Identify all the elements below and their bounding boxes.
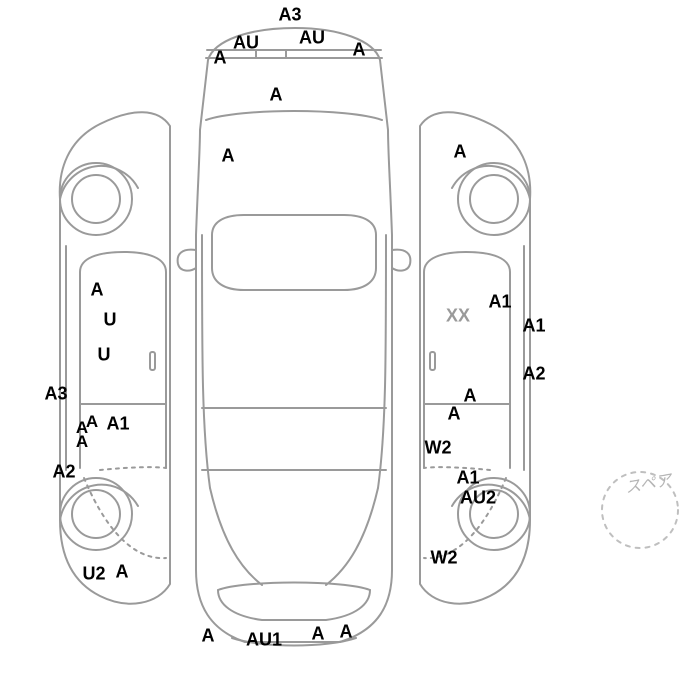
damage-code: A — [464, 386, 477, 407]
damage-code: A — [448, 404, 461, 425]
damage-code: AU — [299, 28, 325, 49]
damage-code: W2 — [425, 438, 452, 459]
damage-code: A — [76, 432, 88, 452]
damage-code: A3 — [44, 384, 67, 405]
damage-code: A1 — [106, 414, 129, 435]
damage-code: U — [98, 345, 111, 366]
damage-code: A — [202, 626, 215, 647]
damage-code: A — [222, 146, 235, 167]
damage-code: A — [214, 48, 227, 69]
damage-code: A — [91, 280, 104, 301]
damage-code: AU1 — [246, 630, 282, 651]
damage-code: A — [86, 412, 98, 432]
damage-code: A — [312, 624, 325, 645]
damage-code: XX — [446, 306, 470, 327]
damage-code: A2 — [522, 364, 545, 385]
damage-code: A3 — [278, 5, 301, 26]
damage-code: A1 — [522, 316, 545, 337]
damage-code: AU2 — [460, 488, 496, 509]
damage-code: A — [270, 85, 283, 106]
damage-code: W2 — [431, 548, 458, 569]
damage-code: A1 — [456, 468, 479, 489]
damage-code: A — [116, 562, 129, 583]
damage-code: U2 — [82, 564, 105, 585]
vehicle-damage-diagram: A3AUAUAAAAAAUUA3AAAA1A2U2AXXA1A1A2AAW2A1… — [0, 0, 700, 700]
damage-code: U — [104, 310, 117, 331]
damage-code: A — [340, 622, 353, 643]
damage-code: A1 — [488, 292, 511, 313]
damage-code: A — [454, 142, 467, 163]
damage-code: A2 — [52, 462, 75, 483]
damage-code: A — [353, 40, 366, 61]
damage-code: AU — [233, 33, 259, 54]
